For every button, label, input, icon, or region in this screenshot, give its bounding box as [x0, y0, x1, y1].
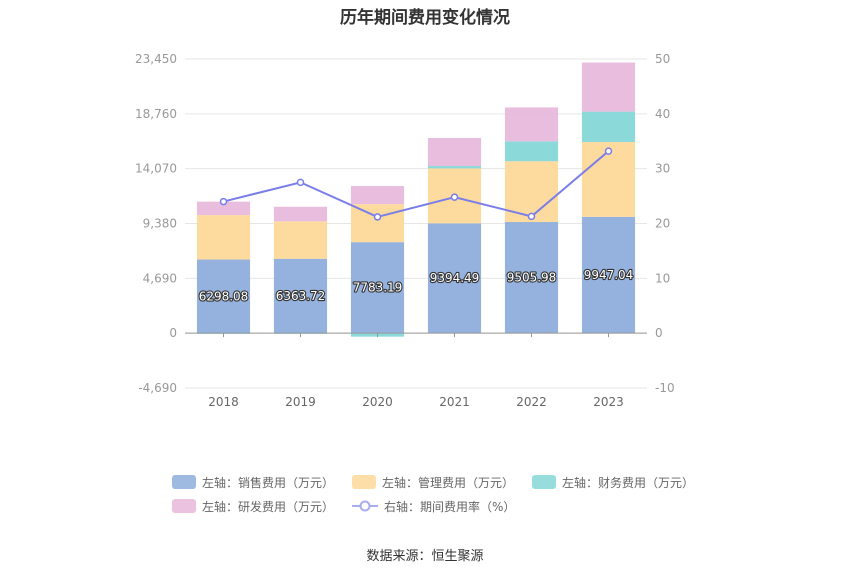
- legend-item-rate[interactable]: 右轴：期间费用率（%）: [352, 498, 515, 515]
- x-tick-label: 2018: [208, 395, 239, 409]
- bar-finance: [427, 166, 482, 169]
- y-left-tick-label: 14,070: [135, 162, 177, 176]
- source-note: 数据来源：恒生聚源: [366, 549, 484, 564]
- line-point-rate: [219, 197, 228, 206]
- bar-sales: [504, 222, 559, 334]
- bar-admin: [196, 215, 251, 260]
- bar-sales: [350, 242, 405, 334]
- bar-admin: [273, 221, 328, 259]
- legend-item-sales[interactable]: 左轴：销售费用（万元）: [172, 474, 334, 491]
- line-point-rate: [373, 213, 382, 221]
- bar-rd: [581, 62, 636, 112]
- x-tick-label: 2019: [285, 395, 316, 409]
- bar-sales: [196, 259, 251, 334]
- line-point-rate: [450, 193, 459, 201]
- bar-sales: [427, 223, 482, 334]
- legend-swatch-sales: [172, 475, 196, 489]
- legend-line-marker-icon: [352, 500, 379, 512]
- y-left-tick-label: -4,690: [138, 381, 177, 395]
- legend: 左轴：销售费用（万元） 左轴：管理费用（万元） 左轴：财务费用（万元） 左轴：研…: [172, 470, 732, 518]
- legend-item-admin[interactable]: 左轴：管理费用（万元）: [352, 474, 514, 491]
- y-left-tick-label: 23,450: [135, 52, 177, 66]
- y-right-tick-label: 30: [655, 162, 670, 176]
- legend-label-rd: 左轴：研发费用（万元）: [202, 499, 335, 514]
- legend-label-rate: 右轴：期间费用率（%）: [384, 499, 516, 514]
- bar-value-label: 6298.08: [199, 289, 249, 303]
- bar-value-label: 9394.49: [430, 271, 480, 285]
- x-tick-label: 2022: [516, 395, 547, 409]
- legend-swatch-finance: [532, 475, 557, 489]
- line-point-rate: [604, 147, 613, 155]
- bar-value-label: 6363.72: [276, 289, 326, 303]
- y-left-tick-label: 18,760: [135, 107, 177, 121]
- bar-finance: [581, 111, 636, 143]
- y-left-tick-label: 4,690: [143, 271, 177, 285]
- x-tick-label: 2023: [593, 395, 624, 409]
- line-point-rate: [527, 212, 536, 221]
- line-point-rate: [296, 178, 305, 187]
- y-right-tick-label: -10: [655, 381, 675, 395]
- bar-finance: [504, 141, 559, 162]
- x-tick-label: 2021: [439, 395, 470, 409]
- legend-item-rd[interactable]: 左轴：研发费用（万元）: [172, 498, 334, 515]
- bar-rd: [427, 137, 482, 167]
- y-right-tick-label: 20: [655, 217, 670, 231]
- bar-admin: [350, 204, 405, 243]
- bar-value-label: 7783.19: [353, 281, 403, 295]
- y-left-tick-label: 0: [169, 326, 177, 340]
- x-tick-label: 2020: [362, 395, 393, 409]
- legend-swatch-admin: [352, 475, 377, 489]
- bar-value-label: 9947.04: [584, 268, 634, 282]
- chart-title: 历年期间费用变化情况: [340, 8, 510, 28]
- bar-rd: [350, 186, 405, 205]
- y-right-tick-label: 0: [655, 326, 663, 340]
- bar-rd: [196, 201, 251, 216]
- legend-swatch-rd: [172, 499, 196, 513]
- line-rate: [223, 150, 610, 218]
- y-left-tick-label: 9,380: [143, 217, 177, 231]
- bar-sales: [581, 216, 636, 334]
- legend-item-finance[interactable]: 左轴：财务费用（万元）: [532, 474, 694, 491]
- chart-canvas: -4,690 -10 0 0 4,690 10 9,380 20 14,070 30 18,760 4…: [135, 52, 675, 409]
- y-right-tick-label: 50: [655, 52, 670, 66]
- bar-value-label: 9505.98: [507, 271, 557, 285]
- legend-label-admin: 左轴：管理费用（万元）: [382, 475, 515, 490]
- y-right-tick-label: 10: [655, 271, 670, 285]
- bar-sales: [273, 258, 328, 334]
- legend-label-finance: 左轴：财务费用（万元）: [562, 475, 695, 490]
- bar-rd: [273, 206, 328, 222]
- bar-rd: [504, 107, 559, 142]
- y-right-tick-label: 40: [655, 107, 670, 121]
- legend-label-sales: 左轴：销售费用（万元）: [202, 475, 335, 490]
